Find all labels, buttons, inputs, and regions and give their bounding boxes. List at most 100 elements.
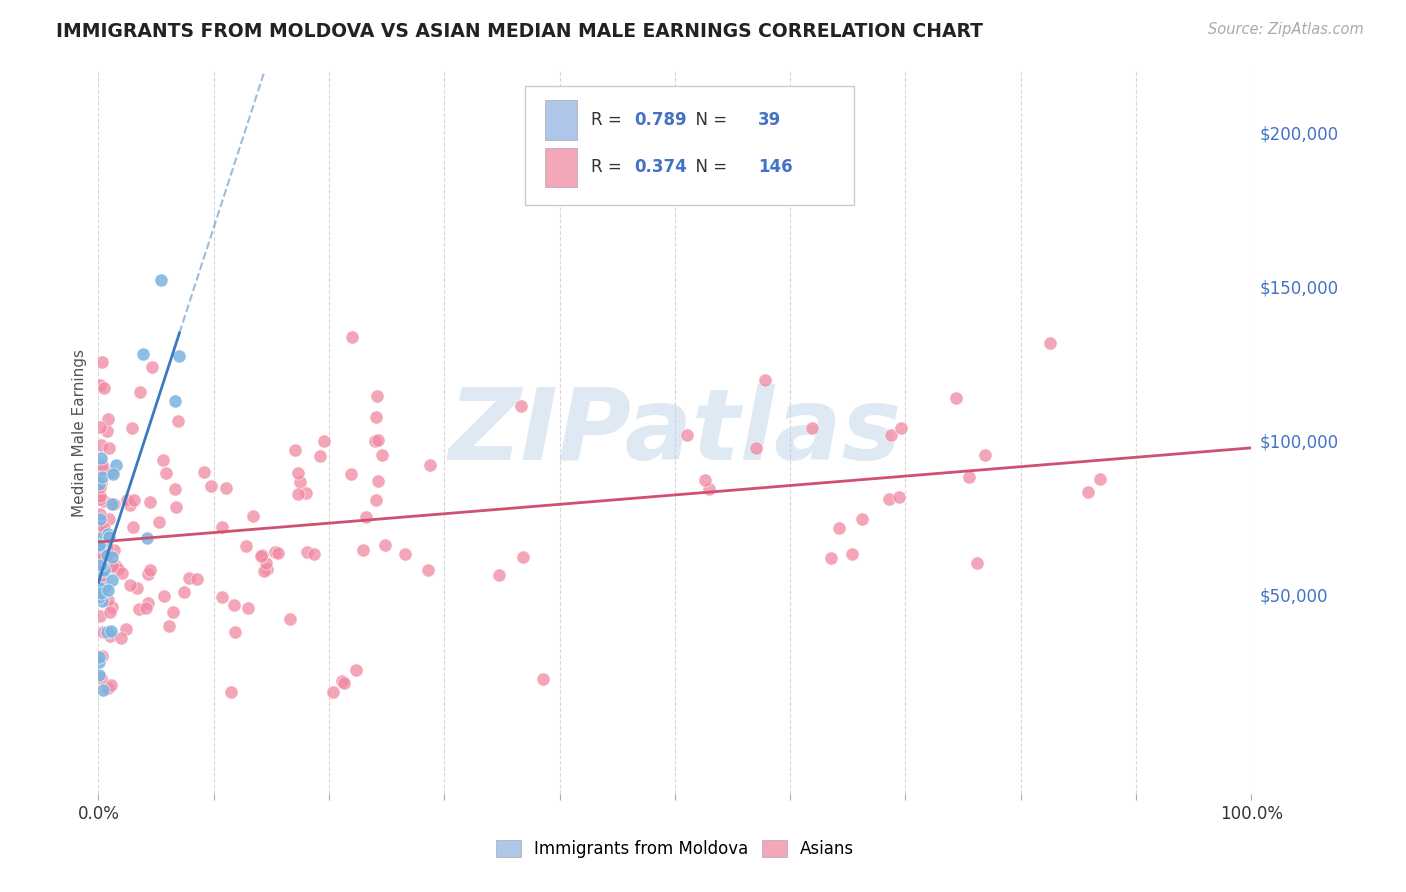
Text: N =: N = [685, 159, 733, 177]
Point [250, 549, 273, 563]
Point [512, 550, 534, 565]
Text: 0.789: 0.789 [634, 111, 688, 128]
Text: 146: 146 [758, 159, 793, 177]
Point [89, 507, 111, 521]
Text: IMMIGRANTS FROM MOLDOVA VS ASIAN MEDIAN MALE EARNINGS CORRELATION CHART: IMMIGRANTS FROM MOLDOVA VS ASIAN MEDIAN … [56, 22, 983, 41]
Point [97, 582, 120, 597]
Point [97, 593, 120, 607]
Point [165, 482, 187, 496]
Point [90, 530, 112, 544]
Point [322, 685, 344, 699]
Point [267, 546, 290, 560]
Point [89, 558, 111, 573]
Point [98, 442, 121, 456]
Point [284, 443, 307, 458]
Point [509, 399, 531, 413]
Point [697, 482, 720, 496]
Point [366, 410, 388, 425]
Text: 0.374: 0.374 [634, 159, 688, 177]
Point [418, 563, 440, 577]
Point [91, 624, 114, 639]
Point [100, 678, 122, 692]
Point [287, 466, 309, 480]
Y-axis label: Median Male Earnings: Median Male Earnings [72, 349, 87, 516]
Point [364, 493, 387, 508]
Point [215, 481, 238, 495]
Point [135, 600, 157, 615]
Point [169, 349, 191, 363]
Point [91, 682, 114, 697]
Text: R =: R = [591, 159, 627, 177]
Point [693, 473, 716, 487]
Point [91, 458, 114, 473]
Point [91, 542, 114, 557]
Point [93, 381, 115, 395]
Point [96, 424, 118, 438]
Point [96, 540, 118, 554]
Point [89, 564, 111, 578]
Point [877, 492, 900, 507]
Point [90, 450, 112, 465]
Point [287, 487, 309, 501]
Point [90, 567, 112, 582]
Point [128, 602, 150, 616]
Point [288, 475, 311, 489]
Point [256, 562, 278, 576]
Point [129, 384, 152, 399]
Point [96, 625, 118, 640]
Point [91, 593, 114, 607]
Point [91, 532, 114, 546]
Point [155, 466, 177, 480]
Point [235, 539, 257, 553]
Point [97, 526, 120, 541]
Bar [544, 147, 576, 187]
Point [100, 624, 122, 638]
Point [148, 515, 170, 529]
Point [121, 520, 143, 534]
Point [193, 465, 215, 479]
Point [889, 490, 911, 504]
Point [90, 548, 112, 562]
Point [90, 563, 112, 577]
Point [107, 562, 129, 576]
Point [120, 578, 142, 592]
Point [173, 585, 195, 599]
Point [115, 492, 138, 507]
Point [309, 449, 332, 463]
Point [152, 453, 174, 467]
Point [127, 582, 149, 596]
Point [138, 563, 160, 577]
Point [165, 500, 187, 514]
Point [340, 467, 363, 482]
Point [105, 559, 128, 574]
Point [224, 598, 246, 612]
Point [103, 497, 125, 511]
Point [89, 489, 111, 503]
Point [115, 622, 138, 636]
Point [224, 624, 246, 639]
Point [101, 559, 124, 574]
Point [364, 434, 387, 448]
Point [314, 434, 336, 448]
Point [90, 438, 112, 452]
Point [352, 543, 374, 558]
Point [167, 414, 190, 428]
Point [90, 671, 112, 685]
Point [219, 685, 242, 699]
Point [366, 389, 388, 403]
Point [744, 441, 766, 455]
Text: R =: R = [591, 111, 627, 128]
Point [179, 571, 201, 585]
Point [135, 531, 157, 545]
Point [211, 590, 233, 604]
Point [851, 512, 873, 526]
Point [93, 581, 115, 595]
Point [124, 493, 146, 508]
Text: Source: ZipAtlas.com: Source: ZipAtlas.com [1208, 22, 1364, 37]
Point [94, 579, 117, 593]
Point [879, 428, 901, 442]
Point [91, 461, 114, 475]
Point [820, 550, 842, 565]
Point [162, 605, 184, 619]
Point [419, 458, 441, 472]
